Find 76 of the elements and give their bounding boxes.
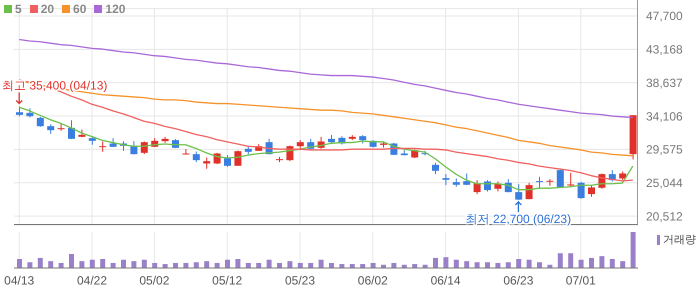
bar — [578, 260, 584, 268]
legend-label: 20 — [40, 2, 54, 16]
bar — [474, 262, 480, 268]
bar — [599, 256, 604, 268]
y-tick-label: 25,044 — [646, 176, 684, 190]
bar — [287, 261, 292, 268]
bar — [526, 260, 532, 268]
bar — [225, 260, 230, 268]
bar — [194, 262, 199, 268]
candlestick — [224, 154, 231, 168]
bar — [610, 259, 615, 268]
x-tick-label: 06/02 — [358, 274, 388, 288]
bar — [90, 260, 95, 268]
candlestick — [192, 150, 200, 163]
bar — [620, 261, 626, 268]
candlestick — [99, 141, 106, 152]
candlestick — [474, 180, 481, 195]
bar — [69, 254, 74, 268]
candlestick — [526, 182, 533, 200]
bar — [558, 253, 563, 268]
y-tick-label: 29,575 — [646, 142, 684, 157]
candlestick — [36, 116, 44, 128]
y-tick-label: 43,168 — [646, 42, 684, 57]
candlestick — [536, 176, 543, 190]
bar — [142, 260, 147, 268]
bar — [433, 258, 438, 268]
y-tick-label: 47,700 — [646, 9, 684, 24]
candlestick — [203, 156, 210, 170]
bar — [100, 259, 106, 268]
bar — [27, 262, 32, 268]
bar — [537, 262, 542, 268]
candlestick — [432, 162, 439, 175]
annotation: 최저 22,700 (06/23) — [466, 212, 572, 226]
x-tick-label: 05/12 — [212, 274, 243, 288]
candlestick — [16, 106, 23, 117]
x-tick-label: 06/14 — [430, 274, 461, 288]
bar — [235, 259, 240, 268]
candlestick — [442, 174, 450, 186]
legend-label: 120 — [105, 2, 126, 16]
bar — [443, 257, 448, 268]
x-tick-label: 06/23 — [503, 274, 534, 288]
bar — [48, 261, 54, 268]
bar — [516, 259, 522, 268]
bar — [79, 261, 84, 268]
bar — [121, 260, 126, 268]
legend-label: 60 — [73, 2, 86, 16]
bar — [630, 232, 636, 268]
candlestick — [47, 124, 54, 134]
legend-label: 5 — [15, 2, 22, 16]
bar — [568, 253, 574, 268]
y-tick-label: 38,637 — [646, 76, 684, 90]
candlestick — [515, 184, 522, 200]
candlestick — [26, 108, 34, 118]
candlestick — [567, 172, 574, 188]
y-tick-label: 34,106 — [646, 109, 684, 124]
x-tick-label: 05/02 — [139, 274, 170, 288]
x-tick-label: 04/22 — [76, 274, 108, 288]
y-tick-label: 20,512 — [646, 209, 684, 224]
bar — [506, 262, 511, 268]
legend-label: 거래량 — [663, 233, 696, 247]
bar — [589, 258, 594, 268]
x-tick-label: 07/01 — [566, 274, 596, 288]
bar — [131, 261, 136, 268]
bar — [318, 260, 324, 268]
bar — [266, 260, 272, 268]
candlestick — [588, 184, 595, 198]
x-tick-label: 05/23 — [284, 274, 316, 288]
bar — [464, 261, 470, 268]
bar — [17, 259, 22, 268]
bar — [38, 258, 43, 268]
candlestick — [68, 120, 75, 140]
candlestick — [234, 150, 242, 166]
bar — [485, 262, 490, 268]
x-tick-label: 04/13 — [4, 274, 35, 288]
bar — [454, 260, 459, 268]
bar — [204, 261, 210, 268]
